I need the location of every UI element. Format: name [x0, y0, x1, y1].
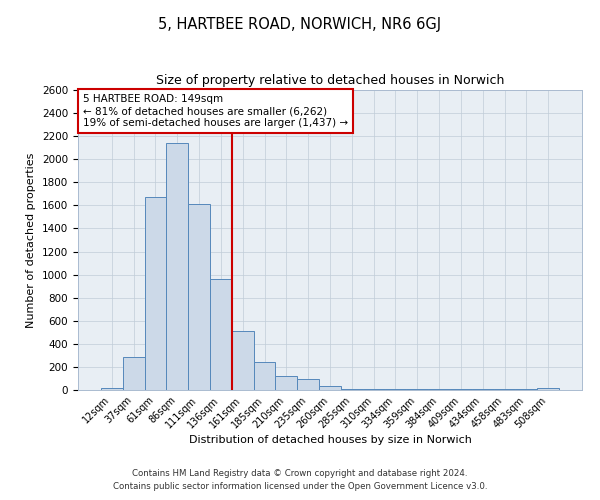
Bar: [319, 386, 341, 390]
Bar: [341, 389, 363, 390]
Bar: [145, 198, 166, 390]
Text: Contains public sector information licensed under the Open Government Licence v3: Contains public sector information licen…: [113, 482, 487, 491]
Bar: [101, 388, 123, 390]
Bar: [232, 331, 254, 390]
Y-axis label: Number of detached properties: Number of detached properties: [26, 152, 37, 328]
Bar: [166, 143, 188, 390]
Bar: [537, 388, 559, 390]
Bar: [297, 379, 319, 390]
Bar: [123, 356, 145, 390]
Bar: [210, 279, 232, 390]
Bar: [254, 362, 275, 390]
Bar: [275, 376, 297, 390]
Title: Size of property relative to detached houses in Norwich: Size of property relative to detached ho…: [156, 74, 504, 88]
Bar: [188, 204, 210, 390]
Text: 5, HARTBEE ROAD, NORWICH, NR6 6GJ: 5, HARTBEE ROAD, NORWICH, NR6 6GJ: [158, 18, 442, 32]
Text: Contains HM Land Registry data © Crown copyright and database right 2024.: Contains HM Land Registry data © Crown c…: [132, 468, 468, 477]
Text: 5 HARTBEE ROAD: 149sqm
← 81% of detached houses are smaller (6,262)
19% of semi-: 5 HARTBEE ROAD: 149sqm ← 81% of detached…: [83, 94, 348, 128]
X-axis label: Distribution of detached houses by size in Norwich: Distribution of detached houses by size …: [188, 436, 472, 446]
